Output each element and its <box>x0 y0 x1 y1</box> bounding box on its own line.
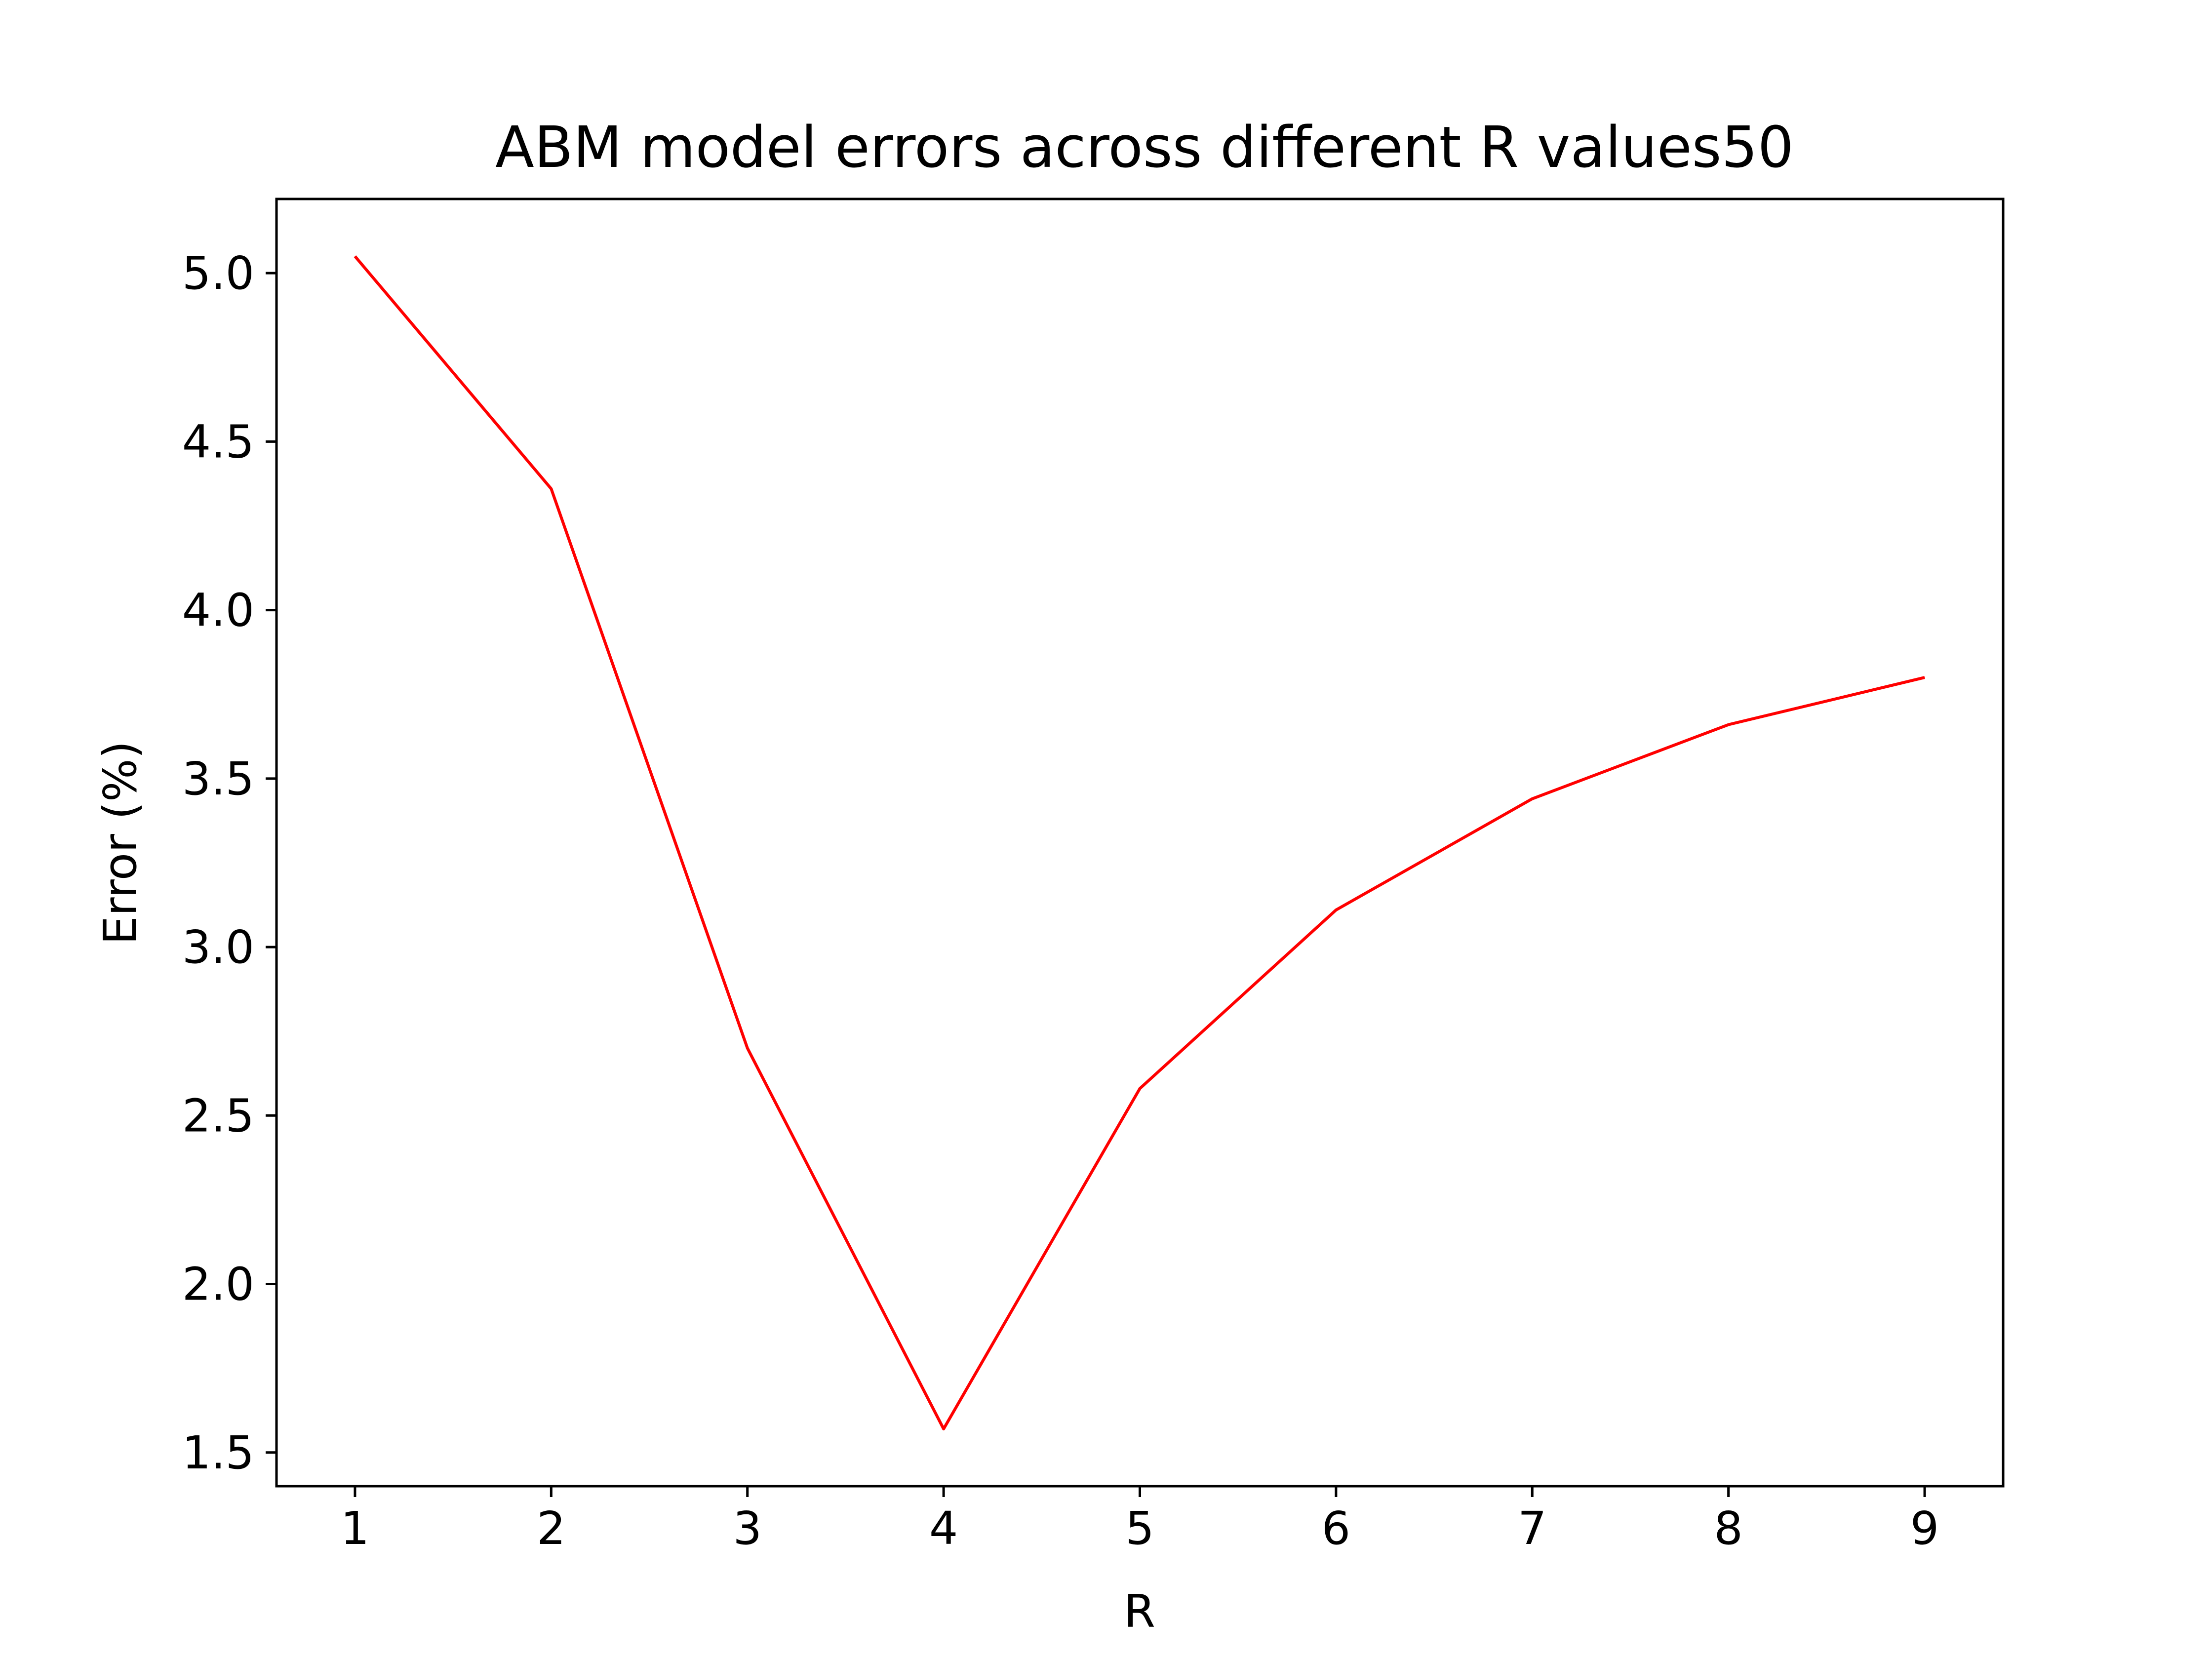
data-series <box>354 255 1925 1430</box>
x-tick-label: 2 <box>537 1502 566 1555</box>
x-axis-ticks: 1 2 3 4 5 6 7 8 9 <box>341 1486 1939 1555</box>
y-tick-label: 1.5 <box>182 1426 254 1479</box>
y-axis-ticks: 1.5 2.0 2.5 3.0 3.5 4.0 4.5 5.0 <box>182 247 276 1479</box>
plot-area: 1.5 2.0 2.5 3.0 3.5 4.0 4.5 5.0 1 2 3 4 5 6 7 8 9 <box>182 198 2005 1555</box>
y-tick-label: 3.0 <box>182 921 254 974</box>
y-tick-label: 2.5 <box>182 1089 254 1142</box>
y-tick-label: 5.0 <box>182 247 254 300</box>
x-axis-label: R <box>1124 1585 1155 1638</box>
x-tick-label: 6 <box>1322 1502 1351 1555</box>
y-tick-label: 4.5 <box>182 415 254 468</box>
x-tick-label: 9 <box>1910 1502 1939 1555</box>
data-point <box>1728 724 1729 725</box>
chart-title: ABM model errors across different R valu… <box>495 115 1794 181</box>
y-tick-label: 2.0 <box>182 1258 254 1311</box>
data-point <box>551 488 552 489</box>
x-tick-label: 4 <box>929 1502 958 1555</box>
x-tick-label: 8 <box>1714 1502 1743 1555</box>
x-tick-label: 7 <box>1518 1502 1547 1555</box>
x-tick-label: 1 <box>341 1502 370 1555</box>
y-tick-label: 3.5 <box>182 752 254 805</box>
data-point <box>1532 798 1533 799</box>
y-tick-label: 4.0 <box>182 584 254 637</box>
plot-frame <box>275 198 2005 1488</box>
y-axis-label: Error (%) <box>94 741 147 945</box>
x-tick-label: 3 <box>733 1502 762 1555</box>
x-tick-label: 5 <box>1125 1502 1154 1555</box>
